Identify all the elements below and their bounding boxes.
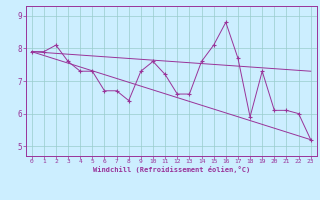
X-axis label: Windchill (Refroidissement éolien,°C): Windchill (Refroidissement éolien,°C) xyxy=(92,166,250,173)
